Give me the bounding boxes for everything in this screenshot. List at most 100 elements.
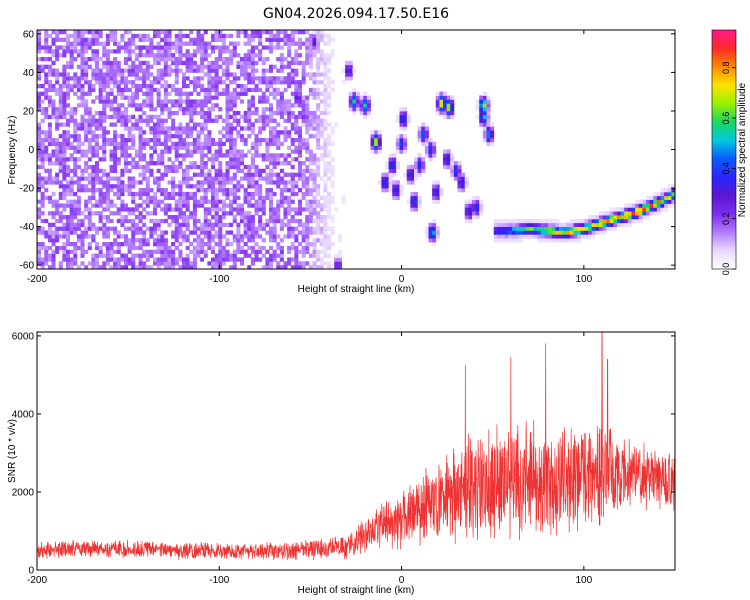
spectrogram-cell xyxy=(138,195,143,201)
spectrogram-cell xyxy=(569,230,574,235)
spectrogram-cell xyxy=(178,215,183,220)
spectrogram-cell xyxy=(330,168,335,174)
spectrogram-cell xyxy=(261,153,266,158)
spectrogram-cell xyxy=(76,245,81,251)
spectrogram-cell xyxy=(584,218,589,224)
spectrogram-cell xyxy=(167,64,172,69)
spectrogram-cell xyxy=(134,226,139,231)
spectrogram-cell xyxy=(258,153,263,158)
spectrogram-cell xyxy=(127,191,132,197)
spectrogram-cell xyxy=(667,188,672,193)
spectrogram-cell xyxy=(113,238,118,243)
spectrogram-cell xyxy=(149,157,154,162)
spectrogram-cell xyxy=(290,257,295,262)
spectrogram-cell xyxy=(73,41,78,46)
spectrogram-cell xyxy=(319,130,324,135)
spectrogram-cell xyxy=(207,149,212,154)
spectrogram-cell xyxy=(319,238,324,243)
spectrogram-cell xyxy=(294,137,299,143)
spectrogram-cell xyxy=(207,261,212,266)
spectrogram-cell xyxy=(486,137,491,143)
spectrogram-cell xyxy=(421,157,426,162)
spectrogram-cell xyxy=(98,114,103,120)
spectrogram-cell xyxy=(450,103,455,108)
spectrogram-cell xyxy=(265,176,270,181)
spectrogram-cell xyxy=(73,164,78,170)
spectrogram-cell xyxy=(149,195,154,201)
spectrogram-cell xyxy=(653,203,658,208)
spectrogram-cell xyxy=(84,226,89,231)
spectrogram-cell xyxy=(185,95,190,100)
spectrogram-cell xyxy=(95,80,100,85)
spectrogram-cell xyxy=(395,149,400,154)
spectrogram-cell xyxy=(40,130,45,135)
spectrogram-cell xyxy=(91,33,96,39)
spectrogram-cell xyxy=(185,207,190,212)
spectrogram-cell xyxy=(87,87,92,93)
spectrogram-cell xyxy=(95,199,100,204)
spectrogram-cell xyxy=(664,199,669,204)
spectrogram-cell xyxy=(174,41,179,46)
spectrogram-cell xyxy=(290,230,295,235)
spectrogram-cell xyxy=(131,122,136,127)
spectrogram-cell xyxy=(116,114,121,120)
spectrogram-cell xyxy=(214,180,219,185)
spectrogram-cell xyxy=(185,49,190,54)
spectrogram-cell xyxy=(203,153,208,158)
spectrogram-cell xyxy=(171,180,176,185)
spectrogram-cell xyxy=(301,184,306,189)
spectrogram-cell xyxy=(131,226,136,231)
spectrogram-cell xyxy=(171,234,176,239)
spectrogram-cell xyxy=(207,226,212,231)
spectrogram-cell xyxy=(55,176,60,181)
spectrogram-cell xyxy=(330,87,335,93)
spectrogram-cell xyxy=(240,91,245,96)
spectrogram-cell xyxy=(627,222,632,227)
spectrogram-cell xyxy=(160,191,165,197)
spectrogram-cell xyxy=(120,122,125,127)
spectrogram-cell xyxy=(385,172,390,177)
spectrogram-cell xyxy=(73,110,78,116)
spectrogram-cell xyxy=(149,83,154,89)
spectrogram-cell xyxy=(189,60,194,66)
spectrogram-cell xyxy=(381,180,386,185)
spectrogram-cell xyxy=(218,137,223,143)
spectrogram-cell xyxy=(171,68,176,73)
spectrogram-cell xyxy=(588,215,593,220)
spectrogram-cell xyxy=(138,49,143,54)
spectrogram-cell xyxy=(269,137,274,143)
spectrogram-cell xyxy=(403,114,408,120)
spectrogram-cell xyxy=(156,80,161,85)
spectrogram-cell xyxy=(58,141,63,147)
spectrogram-cell xyxy=(229,242,234,247)
spectrogram-cell xyxy=(131,60,136,66)
spectrogram-cell xyxy=(84,134,89,139)
spectrogram-cell xyxy=(450,168,455,174)
spectrogram-cell xyxy=(247,211,252,216)
spectrogram-cell xyxy=(47,68,52,73)
spectrogram-cell xyxy=(276,33,281,39)
spectrogram-cell xyxy=(145,161,150,166)
spectrogram-cell xyxy=(62,145,67,150)
spectrogram-cell xyxy=(102,157,107,162)
spectrogram-cell xyxy=(627,218,632,224)
spectrogram-cell xyxy=(348,60,353,66)
spectrogram-cell xyxy=(635,215,640,220)
spectrogram-cell xyxy=(660,191,665,197)
spectrogram-cell xyxy=(254,168,259,174)
spectrogram-cell xyxy=(617,211,622,216)
spectrogram-cell xyxy=(80,103,85,108)
spectrogram-cell xyxy=(203,191,208,197)
spectrogram-cell xyxy=(156,91,161,96)
spectrogram-cell xyxy=(269,191,274,197)
spectrogram-cell xyxy=(171,134,176,139)
spectrogram-cell xyxy=(69,53,74,58)
spectrogram-cell xyxy=(443,157,448,162)
spectrogram-cell xyxy=(250,126,255,131)
spectrogram-cell xyxy=(269,103,274,108)
spectrogram-cell xyxy=(142,253,147,258)
spectrogram-cell xyxy=(113,122,118,127)
spectrogram-cell xyxy=(120,103,125,108)
spectrogram-cell xyxy=(348,99,353,104)
